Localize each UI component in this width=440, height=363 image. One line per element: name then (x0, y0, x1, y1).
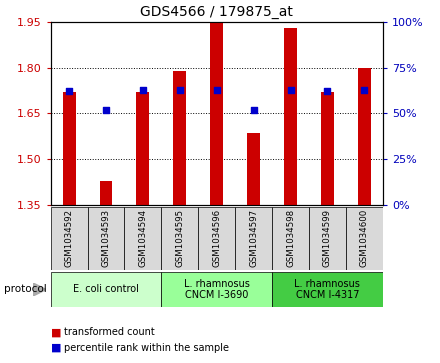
Text: percentile rank within the sample: percentile rank within the sample (64, 343, 229, 353)
Text: GSM1034599: GSM1034599 (323, 209, 332, 267)
Bar (161, 272, 272, 307)
Bar (346, 207, 383, 270)
Point (139, 87, 147, 93)
Bar (272, 207, 309, 270)
Bar (88, 207, 125, 270)
Bar (321, 92, 334, 205)
Point (250, 107, 257, 113)
Bar (173, 71, 186, 205)
Point (324, 89, 331, 94)
Bar (51, 207, 88, 270)
Text: transformed count: transformed count (64, 327, 154, 337)
Point (66, 89, 73, 94)
Text: L. rhamnosus
CNCM I-4317: L. rhamnosus CNCM I-4317 (294, 279, 360, 300)
Bar (136, 92, 149, 205)
Bar (210, 22, 223, 205)
Text: GSM1034597: GSM1034597 (249, 209, 258, 267)
Bar (247, 133, 260, 205)
Text: protocol: protocol (4, 285, 47, 294)
Polygon shape (33, 283, 46, 296)
Bar (51, 272, 161, 307)
Text: GSM1034598: GSM1034598 (286, 209, 295, 267)
Text: GSM1034594: GSM1034594 (138, 209, 147, 267)
Text: L. rhamnosus
CNCM I-3690: L. rhamnosus CNCM I-3690 (184, 279, 249, 300)
Text: GSM1034595: GSM1034595 (175, 209, 184, 267)
Point (103, 107, 110, 113)
Bar (309, 207, 346, 270)
Point (361, 87, 368, 93)
Text: GSM1034596: GSM1034596 (212, 209, 221, 267)
Bar (62, 92, 76, 205)
Point (287, 87, 294, 93)
Text: E. coli control: E. coli control (73, 285, 139, 294)
Text: GSM1034600: GSM1034600 (360, 209, 369, 267)
Bar (161, 207, 198, 270)
Bar (235, 207, 272, 270)
Bar (284, 28, 297, 205)
Bar (99, 181, 113, 205)
Bar (272, 272, 383, 307)
Bar (198, 207, 235, 270)
Title: GDS4566 / 179875_at: GDS4566 / 179875_at (140, 5, 293, 19)
Text: GSM1034593: GSM1034593 (102, 209, 110, 267)
Point (176, 87, 183, 93)
Text: ■: ■ (51, 327, 61, 337)
Text: ■: ■ (51, 343, 61, 353)
Bar (125, 207, 161, 270)
Text: GSM1034592: GSM1034592 (65, 209, 73, 267)
Point (213, 87, 220, 93)
Bar (358, 68, 371, 205)
